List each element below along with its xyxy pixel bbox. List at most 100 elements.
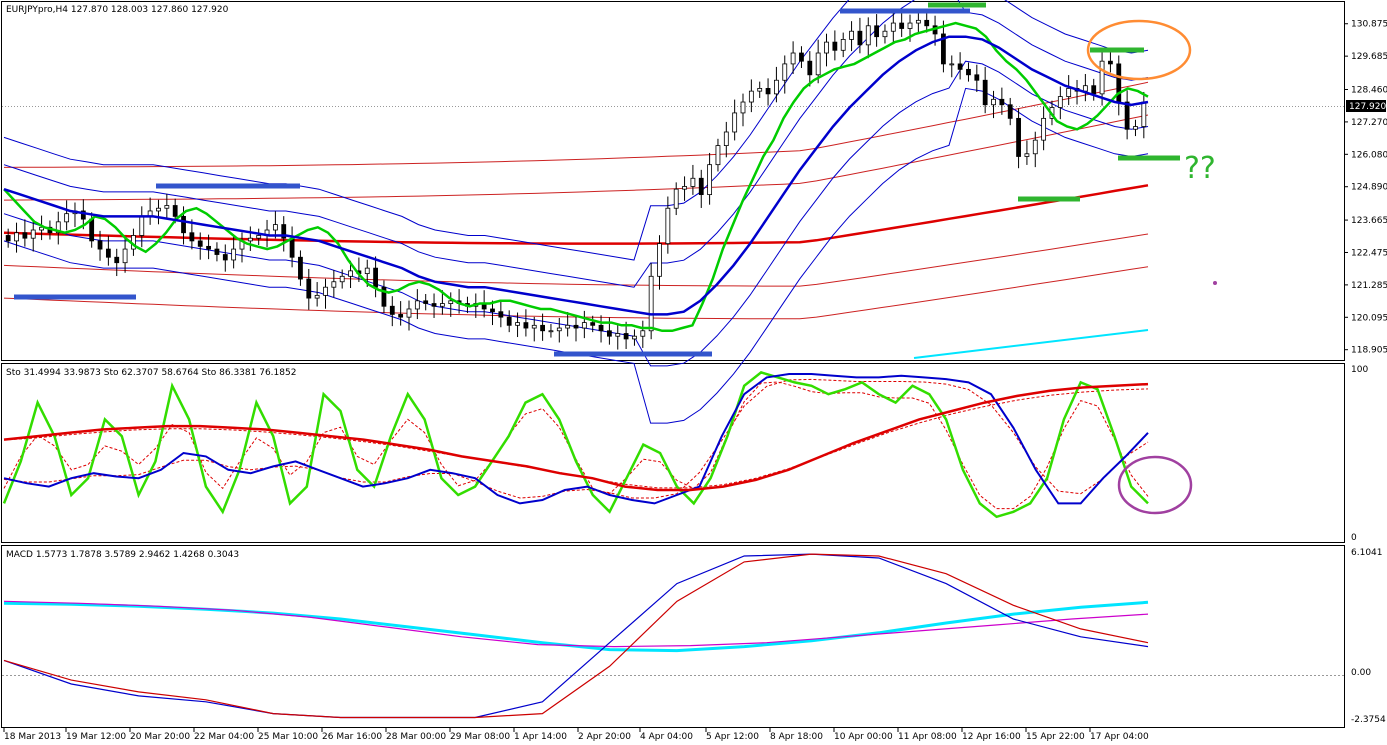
candle-up	[272, 224, 278, 231]
candle-up	[815, 52, 821, 76]
candle-down	[698, 177, 704, 196]
candle-down	[598, 324, 604, 332]
candle-up	[1066, 88, 1072, 97]
candle-down	[172, 205, 178, 217]
time-tick-label: 2 Apr 20:00	[578, 732, 631, 742]
orange-circle	[1086, 19, 1192, 81]
candle-up	[1099, 60, 1105, 95]
stochastic-tick-label: 100	[1351, 365, 1368, 375]
candle-down	[281, 224, 287, 239]
candle-down	[540, 324, 545, 332]
candle-down	[80, 210, 86, 220]
candle-up	[682, 186, 687, 190]
macd-lines	[3, 553, 1149, 719]
time-axis: 18 Mar 2013 19 Mar 12:00 20 Mar 20:00 22 Ma…	[3, 728, 1149, 742]
candle-down	[765, 88, 771, 95]
stochastic-line-1	[2, 371, 1149, 519]
candle-up	[690, 177, 696, 187]
candle-down	[114, 256, 120, 264]
macd-pane	[1, 545, 1345, 728]
stochastic-header: Sto 31.4994 33.9873 Sto 62.3707 58.6764 …	[6, 368, 296, 378]
time-tick-label: 11 Apr 08:00	[898, 732, 957, 742]
time-tick-label: 17 Apr 04:00	[1090, 732, 1149, 742]
candle-up	[515, 322, 520, 326]
price-tick-label: 118.905	[1351, 346, 1387, 356]
price-tick-label: 129.685	[1351, 52, 1387, 62]
candle-up	[774, 79, 779, 95]
moving-averages	[3, 21, 1149, 333]
candle-down	[189, 232, 195, 242]
candle-up	[122, 248, 128, 264]
price-ma-line-2	[3, 35, 1149, 316]
candle-up	[991, 98, 996, 106]
time-tick-label: 20 Mar 20:00	[130, 732, 190, 742]
price-pane	[1, 1, 1345, 361]
price-tick-label: 120.095	[1351, 313, 1387, 323]
candle-down	[423, 300, 429, 304]
candle-down	[289, 237, 295, 258]
candle-down	[1016, 117, 1021, 157]
time-tick-label: 25 Mar 10:00	[258, 732, 318, 742]
time-tick-label: 19 Mar 12:00	[66, 732, 126, 742]
bollinger-band-4	[3, 0, 1149, 261]
candle-up	[890, 22, 896, 32]
candle-up	[740, 101, 746, 114]
candle-down	[181, 215, 186, 234]
purple-dot	[1213, 281, 1217, 285]
macd-tick-label: -2.3754	[1351, 715, 1386, 725]
candle-down	[957, 63, 963, 70]
candle-down	[799, 52, 804, 62]
time-tick-label: 4 Apr 04:00	[640, 732, 693, 742]
candle-up	[849, 30, 854, 40]
candle-down	[832, 41, 838, 51]
cyan-trendline	[913, 329, 1149, 359]
candle-up	[790, 52, 796, 65]
candle-up	[665, 207, 671, 245]
candle-up	[348, 270, 353, 277]
support-resistance-marks: ??	[14, 2, 1217, 359]
candle-up	[156, 207, 161, 212]
candlesticks	[5, 8, 1147, 350]
candle-up	[331, 281, 337, 288]
candle-up	[231, 248, 237, 261]
current-price-tag	[1346, 100, 1386, 112]
macd-tick-label: 0.00	[1351, 668, 1371, 678]
candle-down	[381, 286, 387, 307]
time-tick-label: 22 Mar 04:00	[194, 732, 254, 742]
candle-down	[899, 22, 905, 29]
candle-up	[723, 131, 729, 147]
candle-down	[498, 311, 504, 318]
candle-up	[406, 308, 412, 318]
candle-up	[732, 112, 738, 133]
candle-down	[807, 60, 813, 76]
candle-up	[824, 41, 829, 54]
stochastic-lines	[2, 371, 1149, 519]
candle-down	[607, 330, 612, 337]
candle-up	[1141, 101, 1147, 127]
candle-down	[506, 316, 512, 326]
candle-up	[439, 303, 445, 307]
price-tick-label: 123.665	[1351, 216, 1387, 226]
stochastic-line-2	[3, 373, 1149, 505]
candle-up	[565, 324, 571, 329]
candle-down	[982, 79, 988, 106]
candle-down	[1116, 63, 1122, 103]
candle-up	[314, 294, 320, 299]
candle-down	[974, 74, 980, 81]
price-tick-label: 127.270	[1351, 118, 1387, 128]
time-tick-label: 26 Mar 16:00	[322, 732, 382, 742]
macd-axis: 6.1041 0.00 -2.3754	[1351, 548, 1386, 725]
candle-down	[298, 256, 303, 280]
candle-up	[30, 229, 36, 239]
candle-down	[206, 245, 211, 250]
candle-up	[840, 39, 846, 51]
candle-up	[748, 90, 754, 103]
stochastic-axis: 100 0	[1351, 365, 1368, 543]
candle-down	[941, 33, 946, 65]
candle-up	[364, 267, 370, 274]
candle-up	[581, 322, 587, 329]
candle-up	[64, 213, 70, 223]
candle-down	[1091, 85, 1097, 95]
candle-down	[999, 98, 1005, 106]
candle-down	[924, 19, 930, 27]
